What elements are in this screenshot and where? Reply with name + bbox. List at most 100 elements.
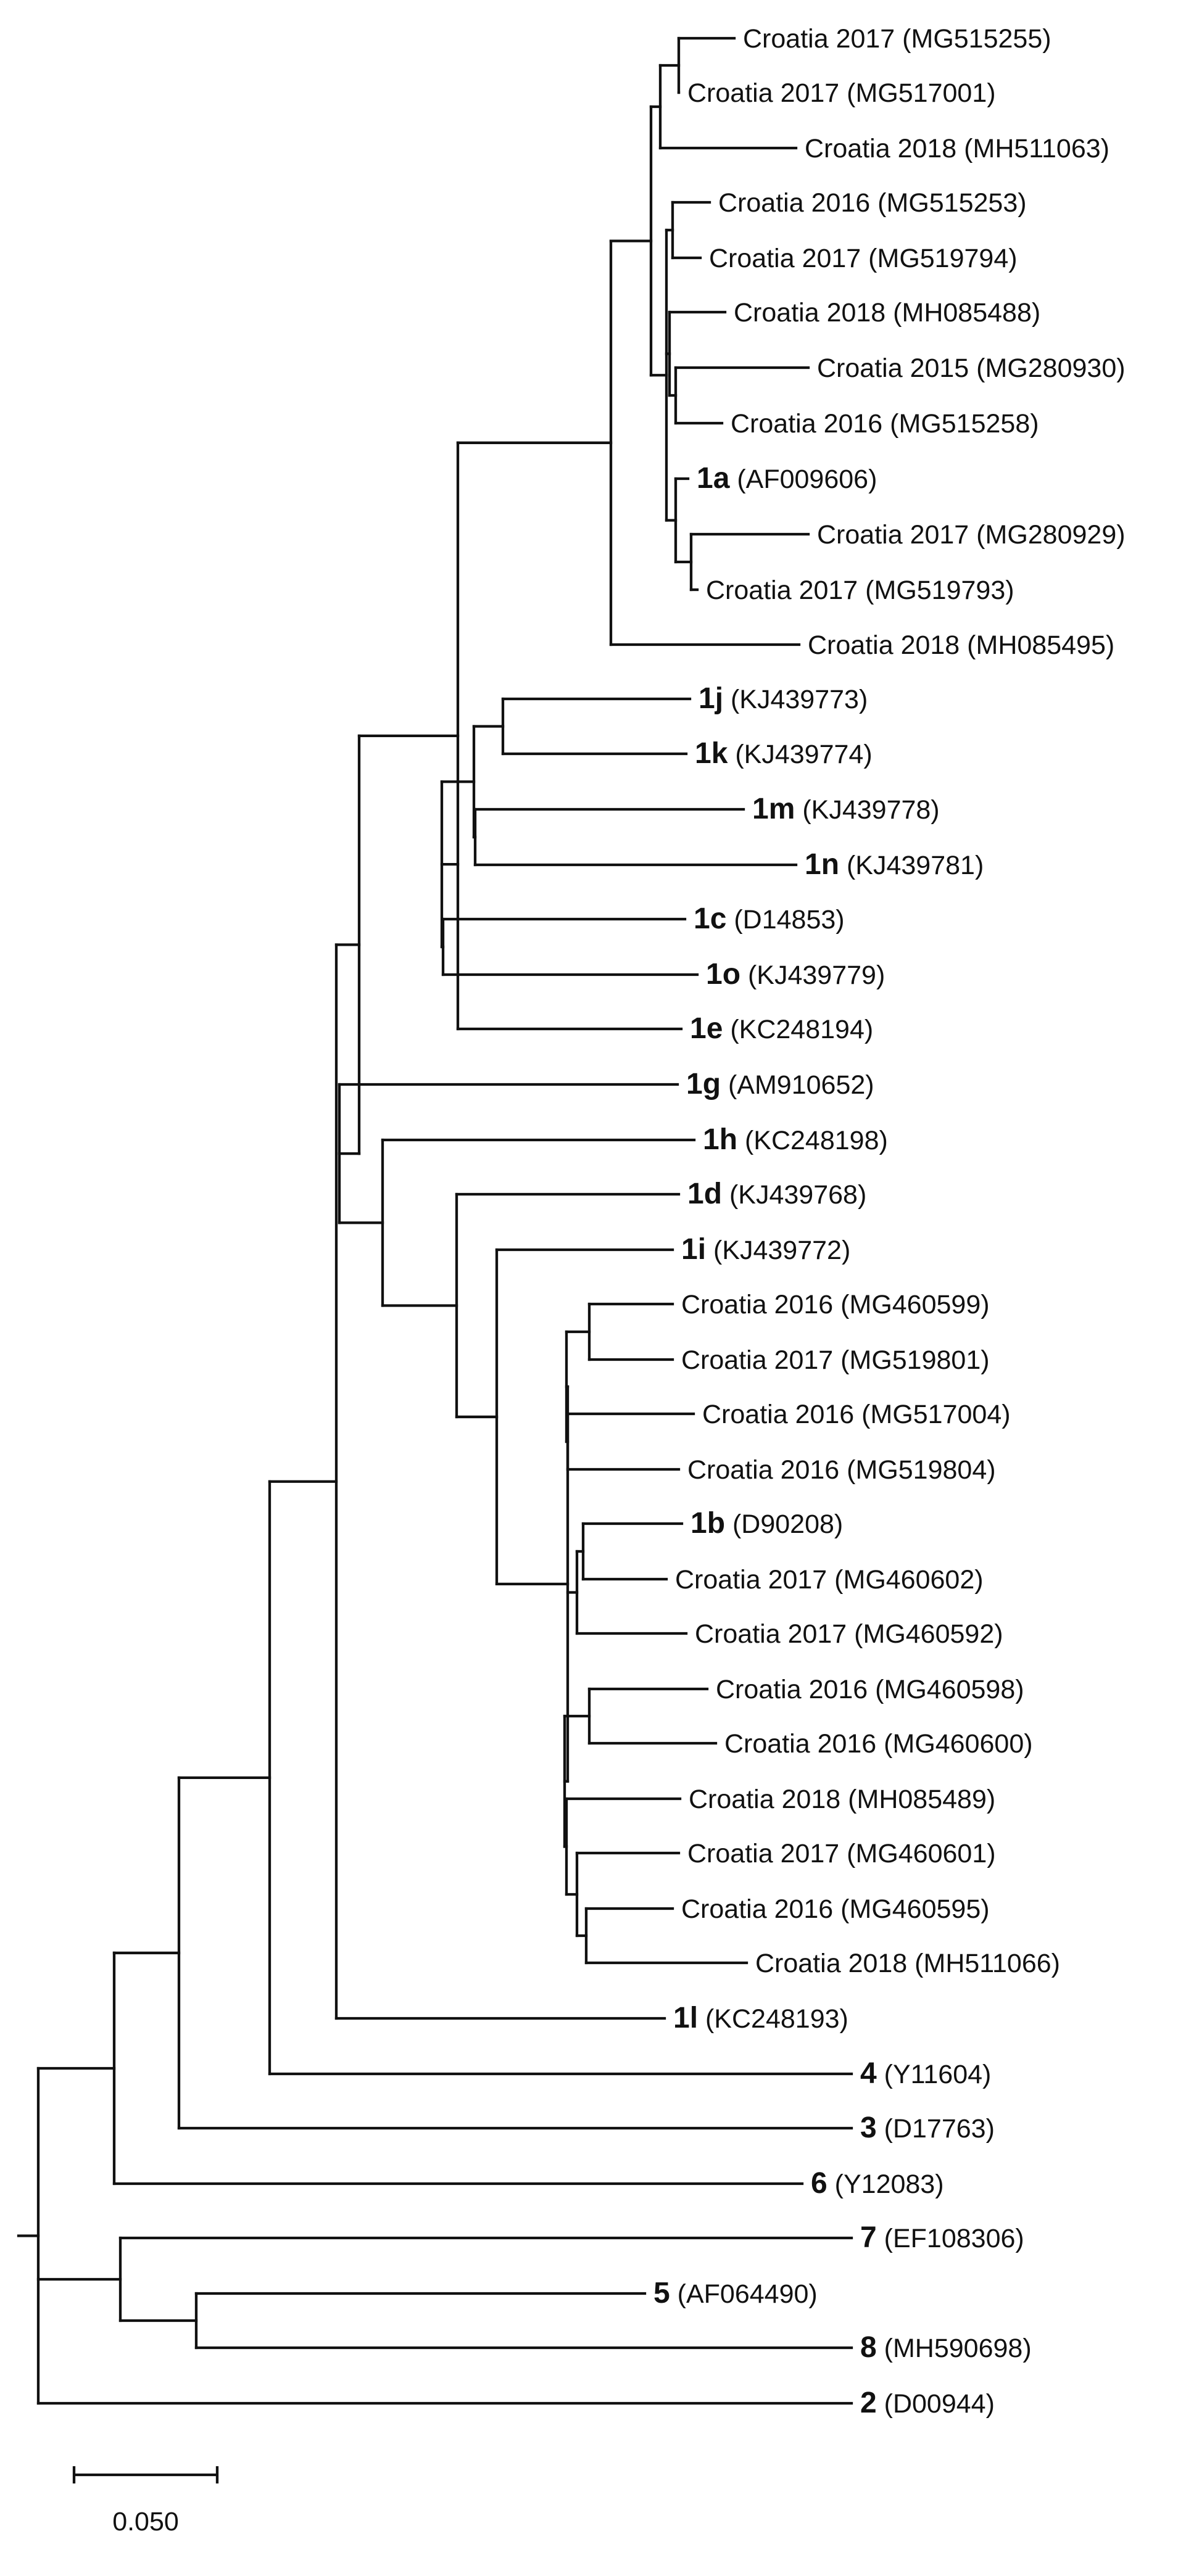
leaf-label: Croatia 2016 (MG460599) <box>681 1290 990 1319</box>
leaf-name: Croatia 2018 <box>755 1949 907 1978</box>
leaf-accession: (MG517001) <box>839 78 995 108</box>
leaf-accession: (AF009606) <box>729 464 877 494</box>
leaf-accession: (MG519793) <box>858 576 1014 605</box>
leaf-name: Croatia 2017 <box>709 244 861 273</box>
leaf-name: Croatia 2016 <box>718 188 870 218</box>
leaf-name: 1c <box>694 902 726 935</box>
leaf-label: 1b (D90208) <box>690 1507 843 1540</box>
scale-bar-line <box>72 2466 219 2483</box>
leaf-accession: (AM910652) <box>721 1070 874 1100</box>
leaf-label: 1o (KJ439779) <box>706 958 885 991</box>
leaf-label: 1m (KJ439778) <box>752 793 940 825</box>
leaf-name: Croatia 2017 <box>687 78 839 108</box>
leaf-label: 1g (AM910652) <box>686 1068 874 1100</box>
leaf-name: Croatia 2017 <box>675 1565 827 1595</box>
leaf-name: 7 <box>860 2221 877 2254</box>
leaf-accession: (D14853) <box>726 905 844 935</box>
leaf-name: 1d <box>687 1178 722 1210</box>
leaf-accession: (MG519801) <box>833 1345 989 1375</box>
scale-bar: 0.050 <box>72 2466 219 2537</box>
leaf-label: Croatia 2018 (MH085488) <box>734 298 1040 328</box>
leaf-accession: (MG517004) <box>854 1400 1010 1429</box>
leaf-accession: (KJ439768) <box>722 1180 866 1210</box>
leaf-accession: (KJ439774) <box>728 740 872 769</box>
leaf-label: 1j (KJ439773) <box>699 682 868 715</box>
leaf-accession: (MH085488) <box>885 298 1040 328</box>
leaf-label: Croatia 2017 (MG519794) <box>709 244 1018 273</box>
leaf-accession: (KJ439781) <box>839 851 984 880</box>
leaf-name: Croatia 2016 <box>724 1729 876 1759</box>
leaf-label: 5 (AF064490) <box>653 2277 818 2310</box>
leaf-name: 5 <box>653 2277 670 2310</box>
leaf-label: Croatia 2018 (MH511066) <box>755 1949 1060 1978</box>
leaf-label: 1k (KJ439774) <box>695 737 873 770</box>
leaf-accession: (MG515258) <box>882 409 1039 439</box>
leaf-label: 1i (KJ439772) <box>681 1233 850 1266</box>
leaf-accession: (MG460592) <box>847 1619 1003 1649</box>
leaf-accession: (KC248194) <box>723 1015 873 1044</box>
leaf-label: Croatia 2016 (MG515258) <box>731 409 1039 439</box>
leaf-name: 3 <box>860 2112 877 2144</box>
leaf-label: Croatia 2017 (MG519793) <box>706 576 1014 605</box>
leaf-label: 1e (KC248194) <box>690 1012 873 1045</box>
leaf-accession: (KC248193) <box>698 2004 848 2034</box>
leaf-accession: (MG460598) <box>868 1675 1024 1704</box>
leaf-label: Croatia 2018 (MH085489) <box>689 1785 995 1814</box>
leaf-accession: (D90208) <box>725 1509 843 1539</box>
leaf-accession: (D17763) <box>877 2114 995 2144</box>
leaf-name: Croatia 2016 <box>687 1455 839 1485</box>
leaf-accession: (MG460595) <box>833 1894 989 1924</box>
leaf-accession: (KJ439779) <box>740 960 885 990</box>
leaf-label: Croatia 2016 (MG460595) <box>681 1894 990 1924</box>
leaf-name: 1j <box>699 682 723 715</box>
leaf-name: 1m <box>752 793 795 825</box>
leaf-accession: (KJ439778) <box>795 795 939 825</box>
leaf-label: Croatia 2015 (MG280930) <box>817 353 1126 383</box>
leaf-accession: (MG280929) <box>969 520 1125 550</box>
leaf-accession: (MG515255) <box>895 24 1051 54</box>
leaf-name: 1a <box>697 462 730 495</box>
leaf-label: Croatia 2017 (MG460601) <box>687 1839 996 1868</box>
leaf-accession: (Y11604) <box>877 2060 992 2089</box>
leaf-label: 1n (KJ439781) <box>805 848 984 881</box>
leaf-label: 7 (EF108306) <box>860 2221 1024 2254</box>
leaf-name: 4 <box>860 2057 877 2090</box>
leaf-accession: (MG519804) <box>839 1455 995 1485</box>
leaf-name: Croatia 2017 <box>743 24 895 54</box>
leaf-accession: (Y12083) <box>827 2169 944 2199</box>
leaf-accession: (EF108306) <box>877 2224 1024 2253</box>
leaf-label: Croatia 2016 (MG460598) <box>716 1675 1024 1704</box>
leaf-accession: (MG460599) <box>833 1290 989 1319</box>
leaf-name: 6 <box>811 2167 827 2200</box>
leaf-accession: (KC248198) <box>737 1126 888 1155</box>
leaf-name: 8 <box>860 2331 877 2364</box>
leaf-accession: (KJ439772) <box>706 1236 850 1265</box>
leaf-label: Croatia 2018 (MH085495) <box>808 630 1114 660</box>
leaf-label: Croatia 2016 (MG460600) <box>724 1729 1033 1759</box>
leaf-name: Croatia 2016 <box>681 1894 833 1924</box>
leaf-name: Croatia 2016 <box>716 1675 868 1704</box>
leaf-name: Croatia 2016 <box>681 1290 833 1319</box>
leaf-name: Croatia 2017 <box>695 1619 847 1649</box>
leaf-label: Croatia 2017 (MG515255) <box>743 24 1051 54</box>
leaf-name: Croatia 2017 <box>817 520 969 550</box>
leaf-name: 1l <box>673 2002 698 2034</box>
leaf-name: Croatia 2018 <box>808 630 960 660</box>
leaf-label: 3 (D17763) <box>860 2112 995 2144</box>
leaf-name: 1h <box>703 1123 737 1156</box>
leaf-name: 1g <box>686 1068 721 1100</box>
leaf-name: 1o <box>706 958 740 991</box>
leaf-accession: (MH085489) <box>840 1785 995 1814</box>
leaf-accession: (MH511066) <box>907 1949 1060 1978</box>
leaf-label: 2 (D00944) <box>860 2387 995 2419</box>
leaf-label: 6 (Y12083) <box>811 2167 944 2200</box>
leaf-name: Croatia 2018 <box>689 1785 840 1814</box>
leaf-name: Croatia 2015 <box>817 353 969 383</box>
leaf-name: 1i <box>681 1233 706 1266</box>
leaf-label: 4 (Y11604) <box>860 2057 991 2090</box>
leaf-name: Croatia 2017 <box>706 576 858 605</box>
leaf-label: 1c (D14853) <box>694 902 845 935</box>
leaf-label: 8 (MH590698) <box>860 2331 1032 2364</box>
